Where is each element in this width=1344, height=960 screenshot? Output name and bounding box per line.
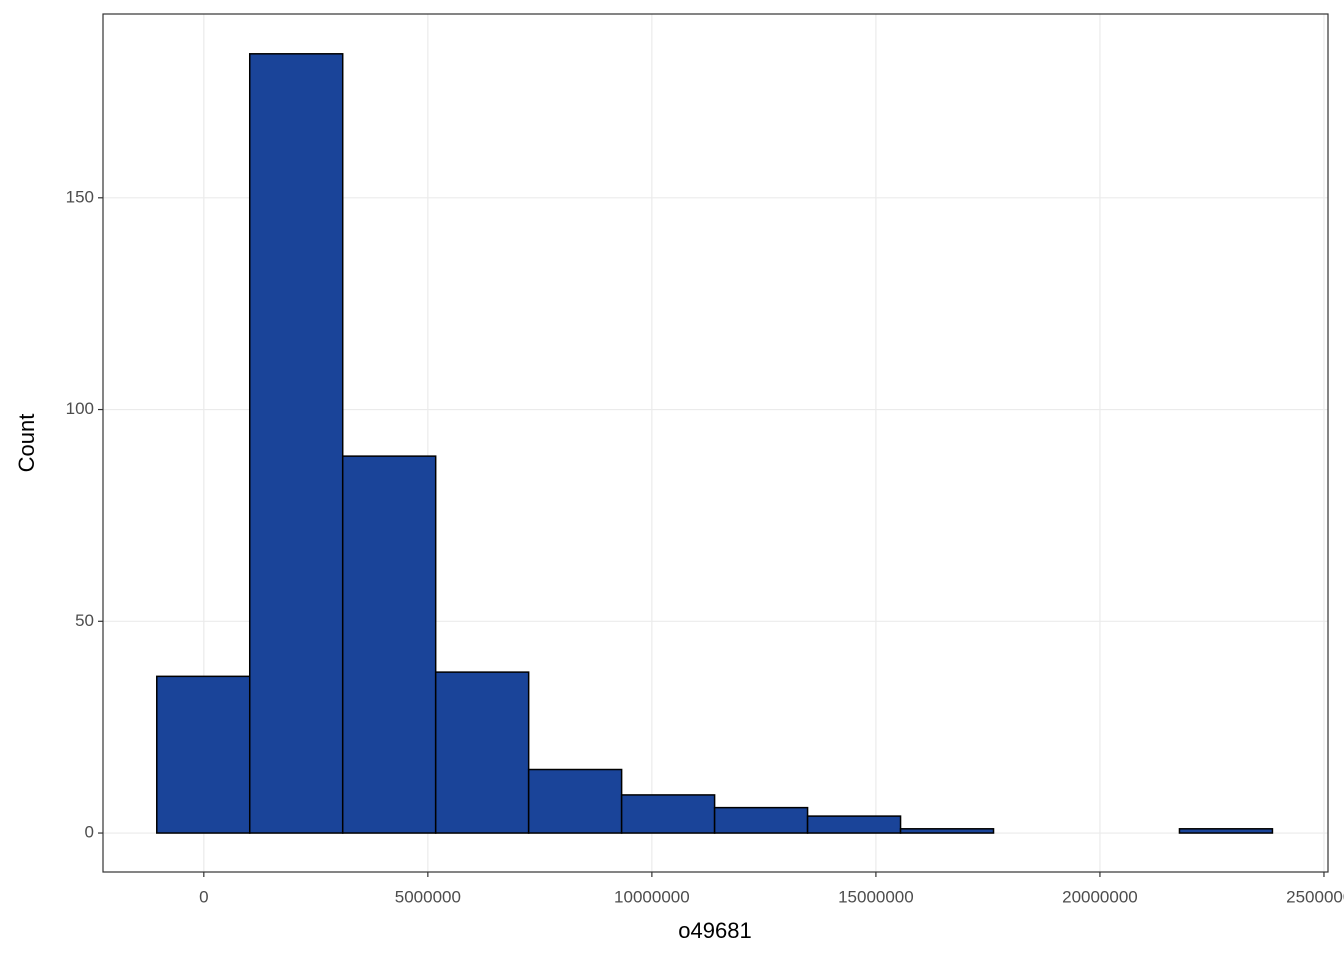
x-tick-label: 25000000 xyxy=(1286,887,1344,906)
y-tick-label: 50 xyxy=(75,611,94,630)
x-tick-label: 20000000 xyxy=(1062,887,1138,906)
bar xyxy=(899,828,995,834)
bar xyxy=(713,806,809,834)
bar xyxy=(620,794,716,834)
x-tick-label: 0 xyxy=(199,887,208,906)
bar xyxy=(156,675,251,834)
plot-border xyxy=(102,13,1329,873)
y-axis-title: Count xyxy=(14,414,39,473)
bar xyxy=(341,455,437,834)
bar xyxy=(1178,828,1274,834)
y-tick-label: 100 xyxy=(66,399,94,418)
bar xyxy=(248,53,344,834)
x-tick-label: 15000000 xyxy=(838,887,914,906)
bar xyxy=(527,768,623,834)
x-tick-label: 5000000 xyxy=(395,887,461,906)
x-tick-label: 10000000 xyxy=(614,887,690,906)
y-tick-label: 0 xyxy=(85,823,94,842)
bar xyxy=(806,815,902,834)
x-axis-title: o49681 xyxy=(678,918,751,943)
y-tick-label: 150 xyxy=(66,187,94,206)
bar xyxy=(434,671,530,834)
